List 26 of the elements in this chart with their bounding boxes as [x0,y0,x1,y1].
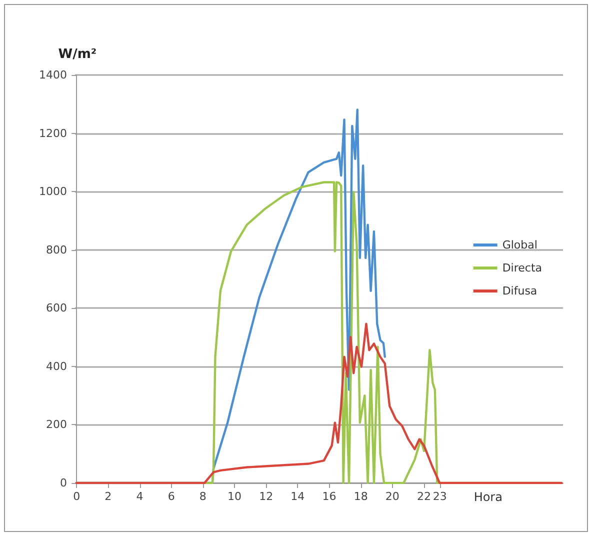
x-tick-label: 23 [432,490,447,503]
x-tick-label: 22 [417,490,432,503]
x-tick-label: 6 [168,490,175,503]
y-tick-label: 1400 [39,68,67,82]
x-tick-label: 12 [259,490,274,503]
x-tick-label: 16 [322,490,336,503]
y-axis-title: W/m² [58,47,97,62]
y-tick-label: 200 [46,418,67,432]
x-tick-label: 18 [354,490,368,503]
y-tick-label: 1000 [39,185,67,198]
x-tick-label: 8 [199,490,206,503]
x-tick-label: 14 [290,490,305,503]
y-tick-label: 400 [46,360,67,373]
x-axis-title: Hora [474,490,502,504]
x-tick-label: 20 [385,490,400,503]
x-tick-label: 4 [136,490,144,503]
legend-label: Global [502,238,538,252]
x-tick-label: 2 [104,490,112,503]
legend-label: Difusa [502,284,538,298]
x-tick-label: 0 [73,490,80,503]
y-tick-label: 800 [46,243,67,256]
legend-label: Directa [502,262,542,274]
y-tick-label: 0 [60,476,67,490]
y-tick-label: 1200 [39,126,67,140]
x-tick-label: 10 [228,490,242,503]
y-tick-label: 600 [46,302,67,315]
